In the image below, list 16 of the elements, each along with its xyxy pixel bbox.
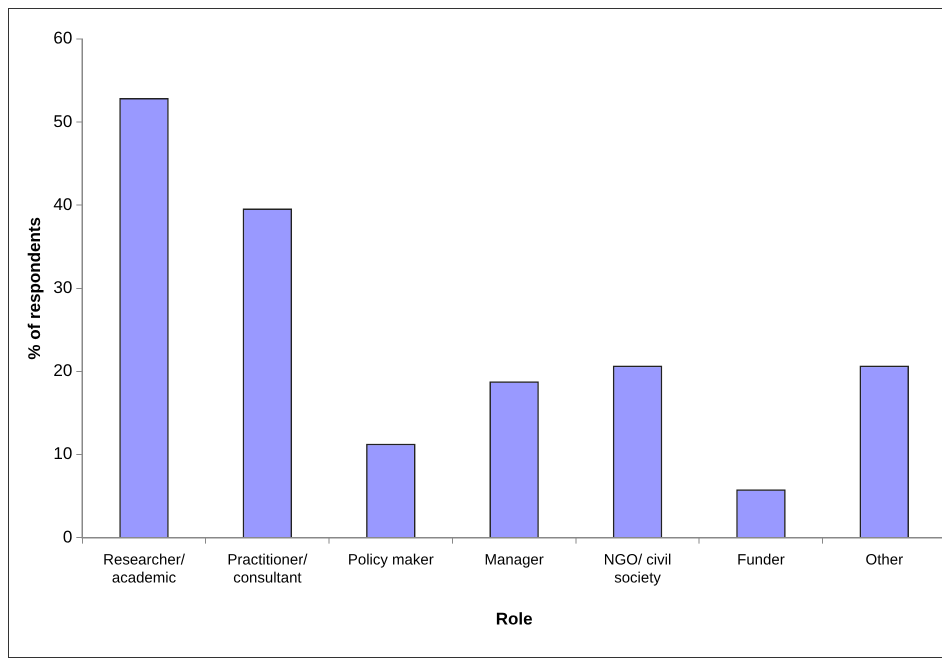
x-tick-label: Funder <box>737 552 785 569</box>
x-tick-label: Manager <box>484 552 544 569</box>
y-tick-label: 60 <box>53 28 72 48</box>
x-tick-label: NGO/ civil society <box>604 552 672 587</box>
x-tick-label: Policy maker <box>348 552 434 569</box>
y-tick-label: 0 <box>62 527 72 546</box>
y-axis-title: % of respondents <box>24 216 44 360</box>
x-tick-label: Other <box>866 552 904 569</box>
x-tick-label: Researcher/ academic <box>103 552 186 587</box>
y-tick-label: 20 <box>53 361 72 380</box>
y-tick-label: 40 <box>53 194 72 214</box>
y-tick-label: 10 <box>53 444 72 464</box>
y-tick-label: 30 <box>53 278 72 297</box>
x-tick-label: Practitioner/ consultant <box>227 552 308 587</box>
y-tick-label: 50 <box>53 112 72 131</box>
x-axis-title: Role <box>496 609 533 628</box>
